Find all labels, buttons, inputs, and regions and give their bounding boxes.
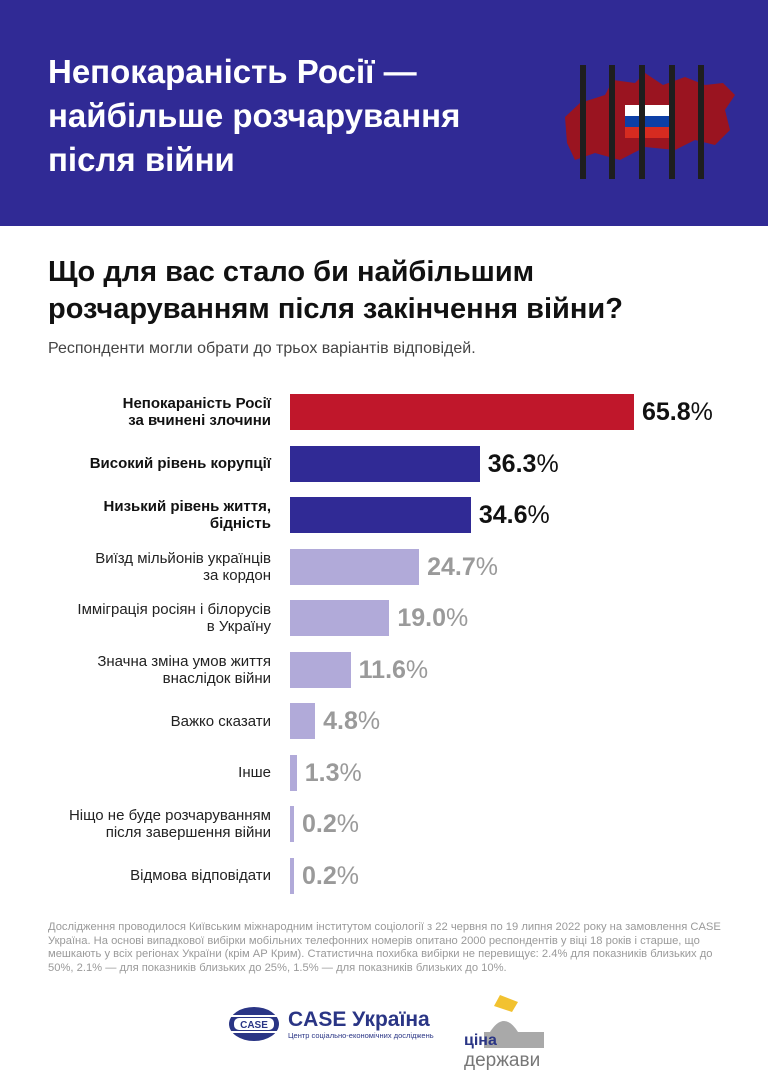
category-label-line: в Україну xyxy=(206,618,271,635)
category-label: Інше xyxy=(11,764,271,781)
svg-text:держави: держави xyxy=(464,1050,540,1071)
category-label-line: Високий рівень корупції xyxy=(89,455,271,472)
category-label-line: Ніщо не буде розчаруванням xyxy=(68,807,271,824)
category-label-line: за кордон xyxy=(203,566,271,584)
value-label: 11.6% xyxy=(359,652,429,688)
value-label: 0.2% xyxy=(302,858,359,894)
category-label: Імміграція росіян і білорусів в Україну xyxy=(11,601,271,635)
cina-derzhavy-logo: ціна держави xyxy=(462,990,547,1080)
category-label: Ніщо не буде розчаруванням після завершен… xyxy=(11,807,271,841)
category-label-line: Низький рівень життя, xyxy=(103,498,271,515)
value-unit: % xyxy=(336,810,359,838)
category-label: Важко сказати xyxy=(11,713,271,730)
value-number: 19.0 xyxy=(397,604,446,632)
value-unit: % xyxy=(690,398,713,426)
case-ukraine-logo: CASE CASE Україна Центр соціально-економ… xyxy=(228,1006,434,1042)
category-label: Високий рівень корупції xyxy=(11,455,271,472)
bar xyxy=(290,651,351,688)
bar xyxy=(290,394,634,430)
case-badge-icon: CASE xyxy=(228,1007,280,1041)
category-label-line: Інше xyxy=(238,764,271,781)
value-number: 34.6 xyxy=(478,501,528,529)
category-label: Виїзд мільйонів українців за кордон xyxy=(11,550,271,584)
value-label: 1.3% xyxy=(305,755,362,791)
value-label: 19.0% xyxy=(397,600,468,636)
value-number: 24.7 xyxy=(427,552,476,581)
value-number: 0.2 xyxy=(302,810,337,838)
value-number: 11.6 xyxy=(358,655,406,684)
category-label-line: внаслідок війни xyxy=(162,669,271,687)
category-label-line: за вчинені злочини xyxy=(128,412,271,429)
value-unit: % xyxy=(357,707,381,735)
value-unit: % xyxy=(405,655,429,684)
value-number: 0.2 xyxy=(302,861,337,890)
value-number: 1.3 xyxy=(304,758,340,787)
category-label-line: Важко сказати xyxy=(170,712,271,730)
category-label-line: бідність xyxy=(209,515,271,532)
bar xyxy=(290,497,471,533)
chart-question: Що для вас стало би найбільшим розчарува… xyxy=(48,256,623,325)
category-label: Відмова відповідати xyxy=(11,867,271,884)
bar xyxy=(290,703,316,739)
value-label: 36.3% xyxy=(488,446,559,482)
svg-text:CASE: CASE xyxy=(240,1020,268,1031)
category-label: Низький рівень життя, бідність xyxy=(11,498,271,532)
chart-subtitle: Респонденти могли обрати до трьох варіан… xyxy=(48,340,476,357)
bar xyxy=(290,600,390,636)
bar xyxy=(290,445,480,482)
value-unit: % xyxy=(339,758,362,787)
bar xyxy=(290,806,294,842)
category-label: Непокараність Росії за вчинені злочини xyxy=(11,395,271,429)
value-number: 4.8 xyxy=(323,707,358,735)
value-label: 65.8% xyxy=(642,394,713,430)
category-label-line: Значна зміна умов життя xyxy=(97,652,271,670)
svg-text:ціна: ціна xyxy=(464,1032,497,1049)
category-label: Значна зміна умов життя внаслідок війни xyxy=(11,653,271,687)
bar xyxy=(290,857,294,894)
value-number: 65.8 xyxy=(642,398,691,426)
value-label: 24.7% xyxy=(427,549,498,585)
value-unit: % xyxy=(336,861,359,890)
value-unit: % xyxy=(527,501,550,529)
russia-behind-bars-icon xyxy=(565,65,735,179)
case-tagline: Центр соціально-економічних досліджень xyxy=(288,1030,434,1040)
bar xyxy=(290,754,297,791)
value-number: 36.3 xyxy=(487,449,537,478)
case-name: CASE Україна xyxy=(288,1007,430,1031)
value-unit: % xyxy=(475,552,499,581)
category-label-line: після завершення війни xyxy=(105,824,271,841)
parliament-building-icon: ціна держави xyxy=(464,995,544,1071)
value-label: 0.2% xyxy=(302,806,359,842)
header-banner: Непокараність Росії — найбільше розчарув… xyxy=(0,0,768,226)
value-unit: % xyxy=(536,449,559,478)
methodology-footnote: Дослідження проводилося Київським міжнар… xyxy=(48,921,721,974)
value-label: 34.6% xyxy=(479,497,550,533)
bar xyxy=(290,548,420,585)
category-label-line: Імміграція росіян і білорусів xyxy=(77,601,271,618)
category-label-line: Виїзд мільйонів українців xyxy=(95,549,271,567)
category-label-line: Відмова відповідати xyxy=(130,867,271,884)
header-title: Непокараність Росії — найбільше розчарув… xyxy=(48,53,461,178)
value-label: 4.8% xyxy=(323,703,380,739)
value-unit: % xyxy=(446,604,469,632)
category-label-line: Непокараність Росії xyxy=(122,395,271,412)
